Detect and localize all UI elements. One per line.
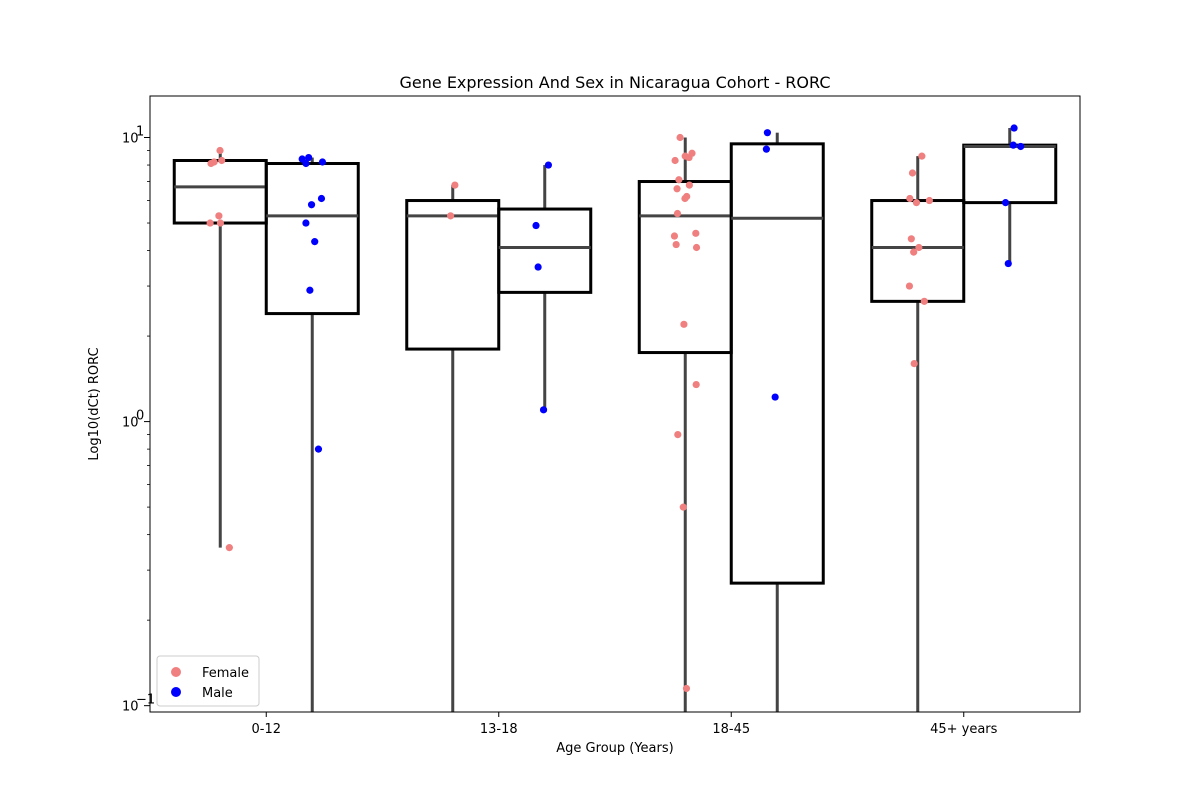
- data-point: [544, 161, 553, 169]
- data-point: [673, 209, 682, 218]
- data-point: [1001, 199, 1010, 207]
- y-tick-exponent: −1: [136, 693, 155, 708]
- x-tick-label: 0-12: [251, 722, 281, 737]
- data-point: [1010, 124, 1018, 132]
- box-iqr: [497, 207, 593, 294]
- data-point: [692, 229, 700, 237]
- data-point: [692, 243, 701, 252]
- data-point: [225, 544, 233, 552]
- data-point: [918, 152, 926, 160]
- data-point: [682, 684, 691, 693]
- data-point: [1017, 142, 1025, 151]
- data-point: [671, 156, 679, 165]
- data-point: [314, 445, 323, 453]
- x-tick-label: 18-45: [712, 722, 750, 737]
- data-point: [910, 360, 918, 368]
- data-point: [681, 152, 689, 160]
- data-point: [539, 406, 548, 414]
- data-point: [306, 286, 314, 294]
- data-point: [763, 129, 772, 137]
- data-point: [305, 153, 313, 162]
- data-point: [920, 297, 928, 305]
- data-point: [216, 146, 224, 155]
- data-point: [216, 219, 225, 227]
- data-point: [915, 243, 923, 252]
- box-iqr: [962, 143, 1058, 205]
- data-point: [685, 181, 693, 189]
- chart-title: Gene Expression And Sex in Nicaragua Coh…: [400, 73, 831, 92]
- data-point: [675, 176, 683, 184]
- data-point: [771, 393, 779, 401]
- data-point: [907, 235, 915, 243]
- legend-marker: [171, 667, 181, 677]
- data-point: [215, 212, 223, 220]
- data-point: [674, 430, 682, 439]
- x-tick-label: 13-18: [480, 722, 518, 737]
- data-point: [673, 185, 681, 193]
- y-tick-label: 10: [122, 132, 139, 147]
- legend-marker: [171, 687, 181, 697]
- y-tick-exponent: 0: [136, 409, 144, 424]
- data-point: [307, 201, 316, 209]
- y-tick-exponent: 1: [136, 125, 144, 140]
- data-point: [912, 199, 921, 207]
- legend: Female Male: [156, 655, 260, 707]
- data-point: [692, 380, 700, 389]
- data-point: [451, 181, 459, 189]
- data-point: [905, 282, 914, 290]
- y-axis-label: Log10(dCt) RORC: [87, 347, 102, 460]
- data-point: [908, 169, 917, 177]
- box-iqr: [264, 162, 360, 316]
- data-point: [1004, 259, 1012, 268]
- data-point: [302, 219, 310, 227]
- y-tick-label: 10: [122, 700, 139, 715]
- x-tick-label: 45+ years: [930, 722, 998, 737]
- plot-data-group: [172, 124, 1058, 712]
- data-point: [672, 240, 680, 249]
- legend-box: [156, 655, 260, 707]
- data-point: [681, 194, 689, 203]
- data-point: [302, 159, 310, 168]
- data-point: [670, 232, 679, 240]
- data-point: [317, 194, 326, 203]
- data-point: [680, 320, 688, 328]
- data-point: [925, 196, 934, 205]
- data-point: [534, 263, 542, 271]
- box-iqr: [870, 199, 966, 303]
- data-point: [762, 145, 770, 153]
- plot-frame: [149, 95, 1081, 713]
- data-point: [679, 503, 687, 511]
- data-point: [218, 156, 226, 165]
- data-point: [906, 194, 914, 203]
- legend-label: Male: [202, 686, 233, 701]
- legend-label: Female: [202, 666, 249, 681]
- data-point: [1009, 141, 1017, 149]
- y-tick-label: 10: [122, 416, 139, 431]
- box-iqr: [405, 199, 501, 351]
- data-point: [311, 238, 319, 246]
- data-point: [206, 219, 214, 227]
- box-iqr: [729, 142, 825, 585]
- data-point: [676, 133, 684, 142]
- data-point: [318, 158, 327, 166]
- data-point: [210, 158, 218, 166]
- data-point: [447, 212, 455, 220]
- x-axis-label: Age Group (Years): [556, 741, 673, 756]
- data-point: [910, 248, 918, 256]
- data-point: [532, 221, 540, 230]
